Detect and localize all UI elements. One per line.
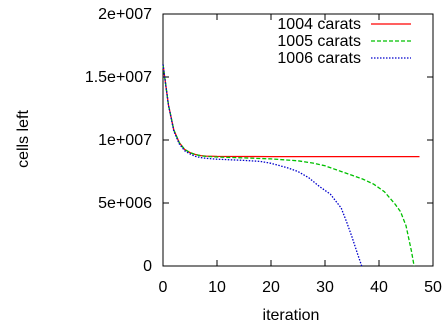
legend-label-2: 1005 carats <box>277 33 361 50</box>
series-line-3 <box>163 64 362 266</box>
x-axis-title: iteration <box>263 307 320 324</box>
y-tick-label: 5e+006 <box>98 195 152 212</box>
legend-label-3: 1006 carats <box>277 50 361 67</box>
x-tick-label: 40 <box>370 279 388 296</box>
y-tick-label: 1.5e+007 <box>85 69 152 86</box>
y-tick-label: 2e+007 <box>98 6 152 23</box>
series-line-1 <box>163 64 420 156</box>
y-tick-label: 1e+007 <box>98 132 152 149</box>
x-tick-label: 0 <box>159 279 168 296</box>
x-tick-label: 20 <box>262 279 280 296</box>
legend-label-1: 1004 carats <box>277 16 361 33</box>
series-line-2 <box>163 64 414 266</box>
x-tick-label: 50 <box>424 279 442 296</box>
x-tick-label: 30 <box>316 279 334 296</box>
series-layer <box>163 64 420 266</box>
y-axis: 0 5e+006 1e+007 1.5e+007 2e+007 <box>85 6 433 275</box>
y-tick-label: 0 <box>143 258 152 275</box>
x-tick-label: 10 <box>208 279 226 296</box>
y-axis-title: cells left <box>15 110 32 168</box>
